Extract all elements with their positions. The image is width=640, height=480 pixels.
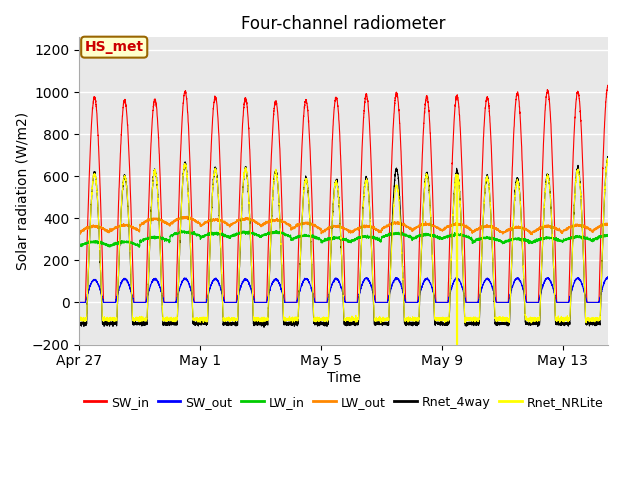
LW_out: [620, 300, 627, 305]
Text: HS_met: HS_met: [84, 40, 144, 54]
SW_in: [613, 299, 621, 304]
Rnet_NRLite: [176, 238, 184, 244]
Rnet_4way: [620, 300, 627, 305]
LW_out: [258, 221, 266, 227]
Rnet_4way: [258, 321, 266, 326]
SW_in: [173, 273, 180, 279]
Line: SW_out: SW_out: [79, 277, 623, 302]
SW_out: [613, 299, 621, 305]
Rnet_4way: [173, 319, 180, 325]
LW_in: [173, 231, 180, 237]
Rnet_4way: [260, 324, 268, 330]
Rnet_NRLite: [620, 300, 627, 305]
SW_out: [399, 288, 406, 294]
Rnet_NRLite: [76, 316, 83, 322]
LW_in: [176, 229, 184, 235]
Rnet_NRLite: [604, 155, 612, 161]
Rnet_4way: [97, 292, 105, 298]
Line: LW_in: LW_in: [79, 230, 623, 302]
SW_in: [620, 299, 627, 305]
Line: LW_out: LW_out: [79, 216, 623, 302]
LW_out: [76, 229, 83, 235]
Title: Four-channel radiometer: Four-channel radiometer: [241, 15, 446, 33]
SW_in: [76, 300, 83, 305]
SW_out: [76, 300, 83, 305]
LW_out: [173, 216, 180, 222]
Line: SW_in: SW_in: [79, 85, 623, 302]
LW_in: [177, 228, 185, 233]
SW_in: [604, 83, 612, 88]
SW_in: [97, 225, 105, 230]
Rnet_4way: [76, 319, 83, 325]
Rnet_4way: [176, 238, 184, 243]
Rnet_NRLite: [452, 342, 460, 348]
SW_out: [97, 292, 105, 298]
Rnet_4way: [604, 154, 612, 159]
Rnet_NRLite: [399, 274, 406, 279]
SW_out: [604, 274, 612, 280]
LW_out: [399, 222, 407, 228]
Y-axis label: Solar radiation (W/m2): Solar radiation (W/m2): [15, 112, 29, 270]
SW_out: [176, 285, 184, 290]
SW_in: [399, 203, 406, 208]
SW_out: [620, 300, 627, 305]
LW_out: [176, 216, 184, 221]
SW_out: [258, 300, 266, 305]
LW_out: [613, 224, 621, 230]
SW_in: [258, 300, 266, 305]
Rnet_NRLite: [97, 290, 105, 296]
X-axis label: Time: Time: [326, 371, 361, 385]
Line: Rnet_4way: Rnet_4way: [79, 156, 623, 327]
Rnet_NRLite: [258, 318, 266, 324]
LW_in: [258, 232, 266, 238]
Legend: SW_in, SW_out, LW_in, LW_out, Rnet_4way, Rnet_NRLite: SW_in, SW_out, LW_in, LW_out, Rnet_4way,…: [79, 391, 609, 414]
LW_in: [399, 232, 407, 238]
Rnet_NRLite: [613, 317, 621, 323]
LW_out: [97, 225, 105, 231]
Rnet_4way: [613, 319, 621, 325]
SW_in: [176, 169, 184, 175]
Line: Rnet_NRLite: Rnet_NRLite: [79, 158, 623, 345]
Rnet_NRLite: [173, 316, 180, 322]
LW_in: [620, 300, 627, 305]
LW_in: [613, 236, 621, 241]
Rnet_4way: [399, 275, 407, 281]
SW_out: [173, 297, 180, 302]
LW_in: [97, 240, 105, 245]
LW_in: [76, 244, 83, 250]
LW_out: [183, 213, 191, 219]
